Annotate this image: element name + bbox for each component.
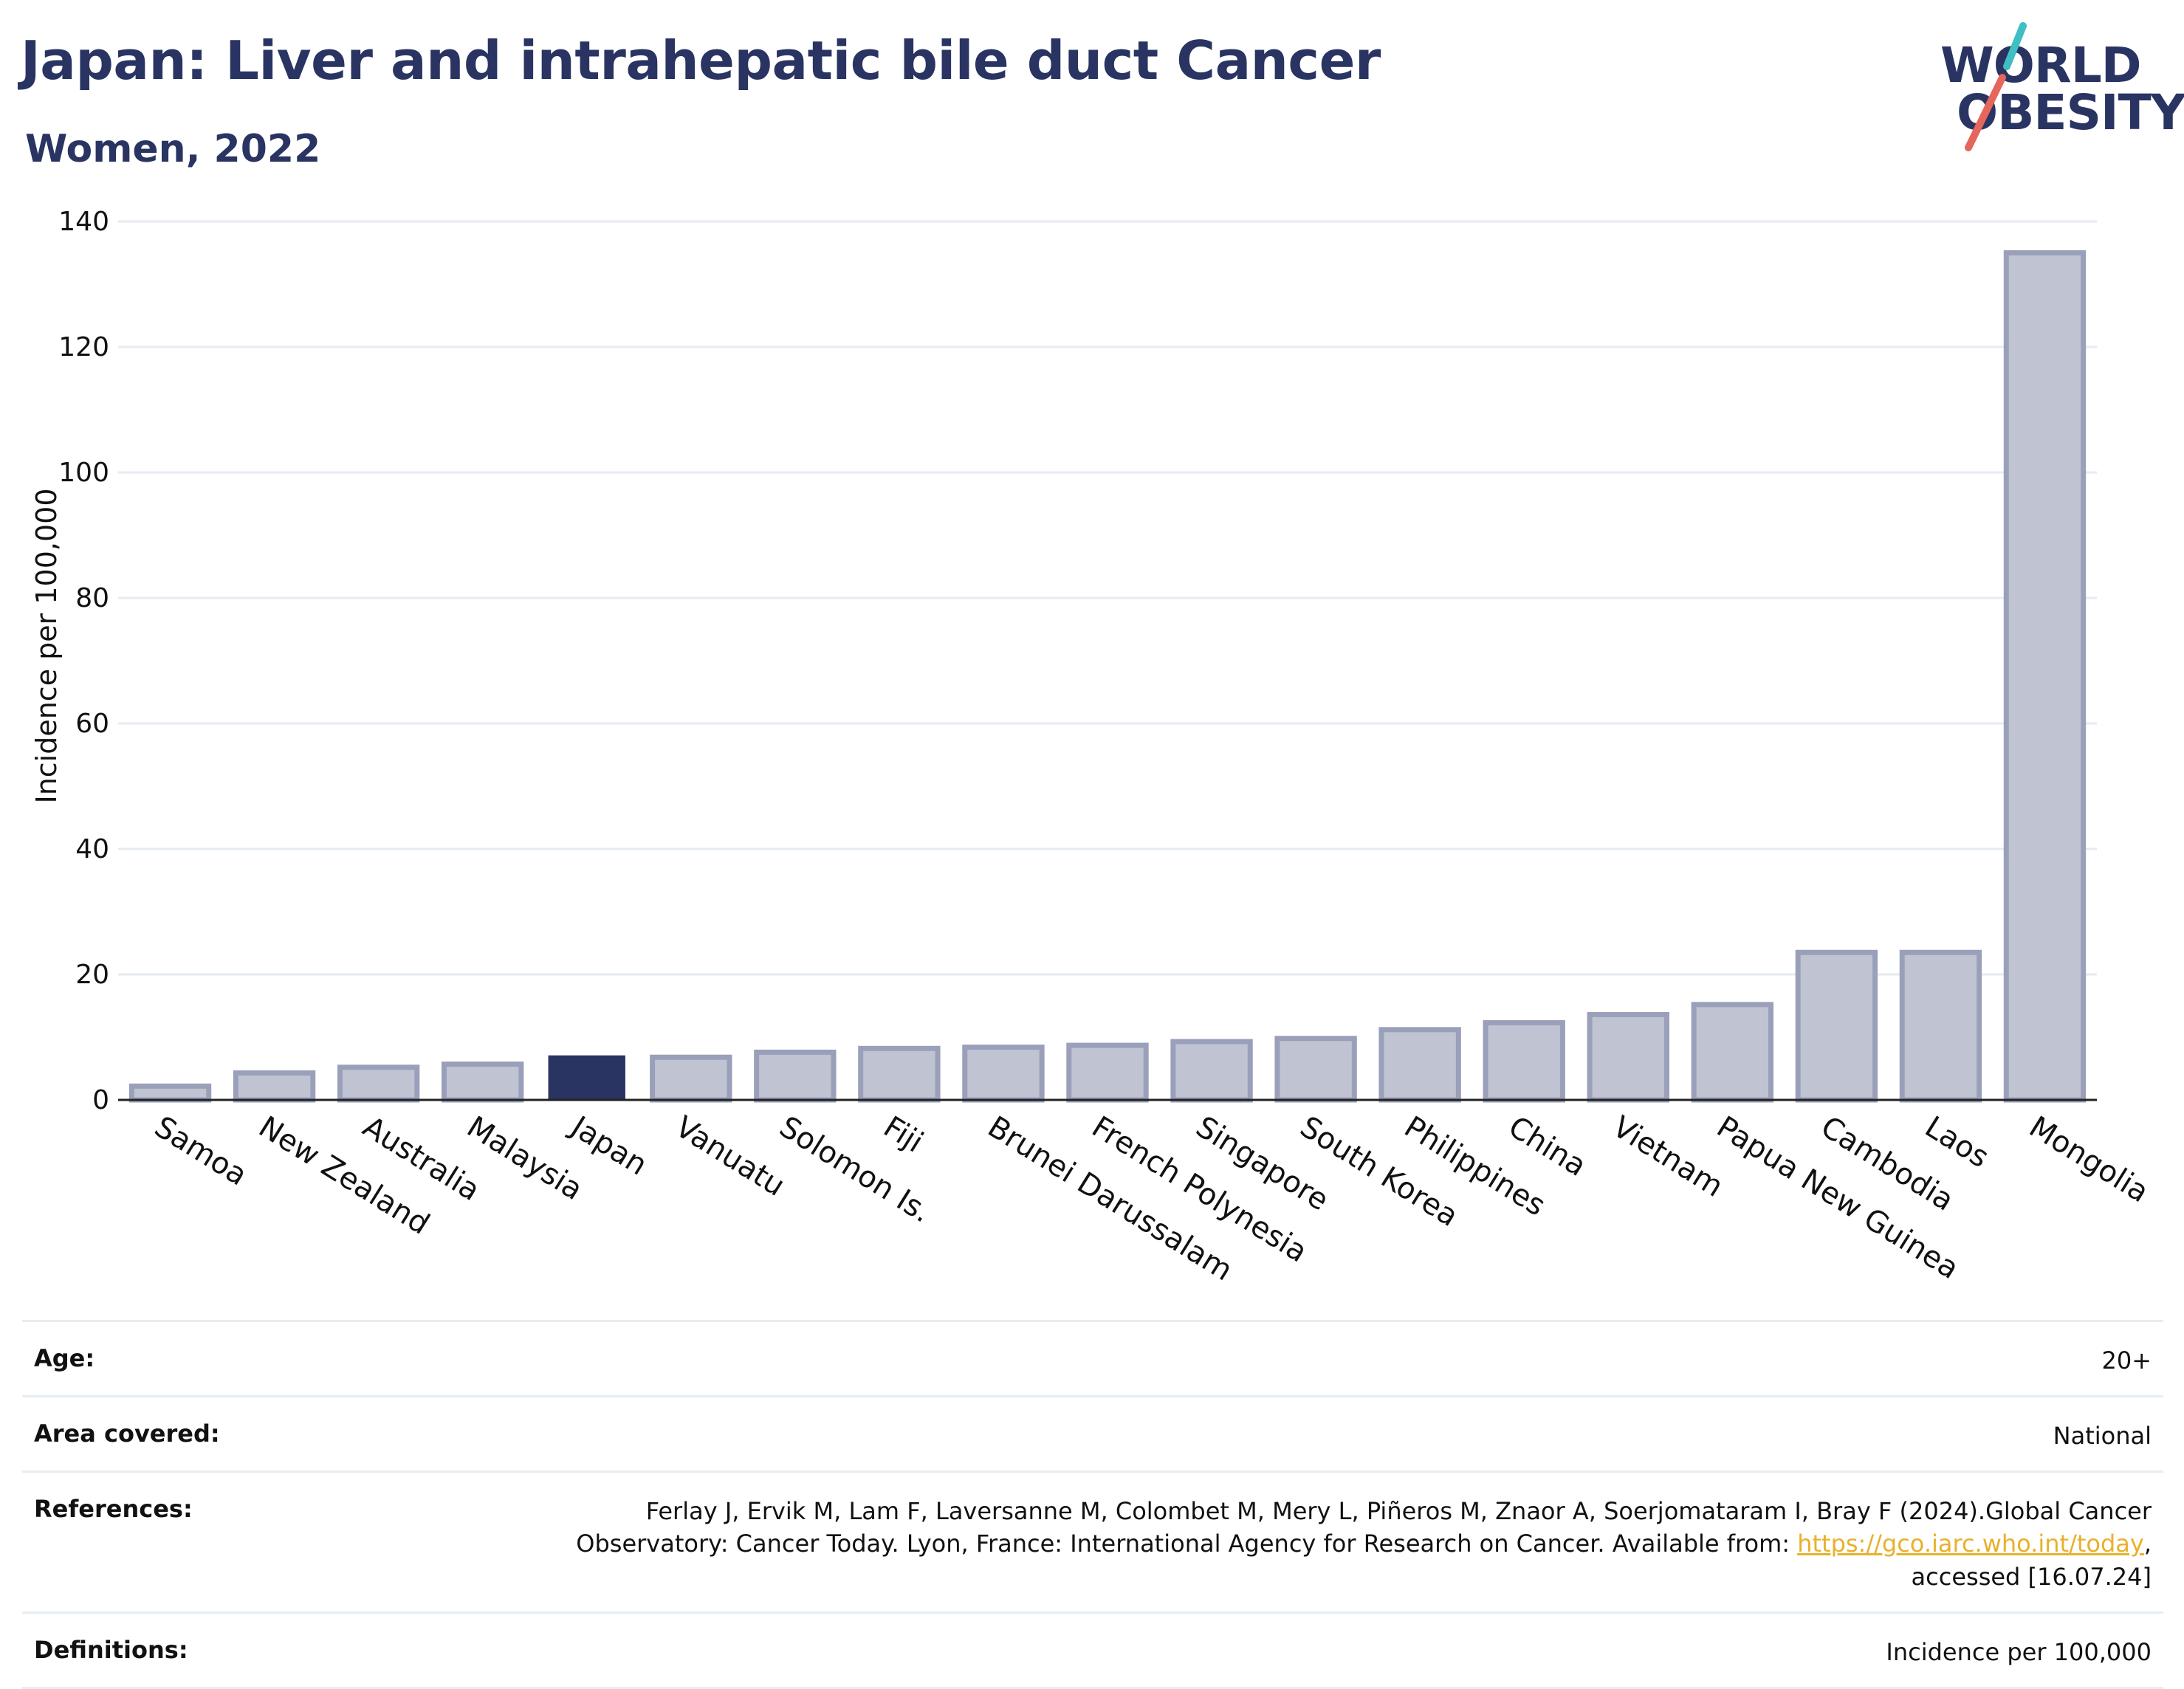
meta-value-age: 20+ [2101,1346,2152,1375]
meta-label-references: References: [34,1494,193,1523]
meta-row-area: Area covered: National [22,1394,2163,1470]
bar [962,1045,1045,1103]
reference-line-2-text: Observatory: Cancer Today. Lyon, France:… [576,1530,1798,1558]
bar [754,1049,837,1103]
bar [1378,1027,1461,1103]
reference-line-1: Ferlay J, Ervik M, Lam F, Laversanne M, … [645,1496,2152,1525]
y-tick-label: 0 [92,1085,109,1115]
bar [1587,1011,1669,1103]
bar [1795,949,1878,1103]
reference-line-2: Observatory: Cancer Today. Lyon, France:… [576,1527,2152,1561]
logo-text-line1: WORLD [1940,37,2142,94]
y-tick-label: 120 [58,332,109,362]
y-tick-label: 140 [58,207,109,237]
meta-row-age: Age: 20+ [22,1320,2163,1395]
bar [337,1064,420,1103]
bar [1899,949,1982,1103]
bar [441,1062,524,1103]
y-tick-label: 100 [58,458,109,488]
meta-row-definitions: Definitions: Incidence per 100,000 [22,1611,2163,1689]
logo-slash-icon [1965,22,2027,151]
reference-line-2-suffix: , [2143,1530,2152,1558]
metadata-table: Age: 20+ Area covered: National Referenc… [22,1320,2163,1689]
meta-label-area: Area covered: [34,1419,220,1448]
y-tick-label: 60 [75,709,109,739]
bar [548,1055,625,1100]
meta-value-references: Ferlay J, Ervik M, Lam F, Laversanne M, … [576,1495,2152,1594]
meta-value-area: National [2053,1421,2152,1450]
y-tick-label: 20 [75,960,109,990]
bar [2003,250,2087,1103]
bar [858,1045,941,1103]
y-axis-title: Incidence per 100,000 [30,488,63,803]
y-tick-label: 40 [75,834,109,864]
bar [1483,1019,1565,1103]
bar [128,1083,212,1103]
y-tick-label: 80 [75,583,109,613]
meta-label-age: Age: [34,1344,95,1372]
chart-subtitle: Women, 2022 [25,127,321,171]
x-tick-label: New Zealand [253,1110,435,1241]
world-obesity-logo: WORLD OBESITY [1927,22,2184,155]
bar-chart: 0 20 40 60 80 100 120 140 Incidence per 100,000 S… [30,207,2154,1287]
x-tick-label: Samoa [148,1110,253,1192]
bar [1170,1039,1253,1103]
x-tick-label: Laos [1919,1110,1994,1174]
bar [1066,1042,1149,1103]
bar [1691,1002,1774,1103]
x-tick-label: Malaysia [461,1110,588,1207]
reference-line-3: accessed [16.07.24] [1911,1563,2152,1592]
x-tick-label: Mongolia [2023,1110,2154,1209]
meta-row-references: References: Ferlay J, Ervik M, Lam F, La… [22,1470,2163,1611]
chart-title: Japan: Liver and intrahepatic bile duct … [21,30,1381,92]
bar [650,1054,732,1103]
bar [233,1070,316,1103]
reference-link[interactable]: https://gco.iarc.who.int/today [1797,1530,2144,1558]
bar [1274,1036,1357,1103]
meta-value-definitions: Incidence per 100,000 [1886,1637,2152,1666]
meta-label-definitions: Definitions: [34,1635,188,1664]
x-tick-label: Vanuatu [669,1110,790,1203]
x-tick-label: Fiji [878,1110,930,1159]
x-tick-label: Vietnam [1607,1110,1729,1203]
